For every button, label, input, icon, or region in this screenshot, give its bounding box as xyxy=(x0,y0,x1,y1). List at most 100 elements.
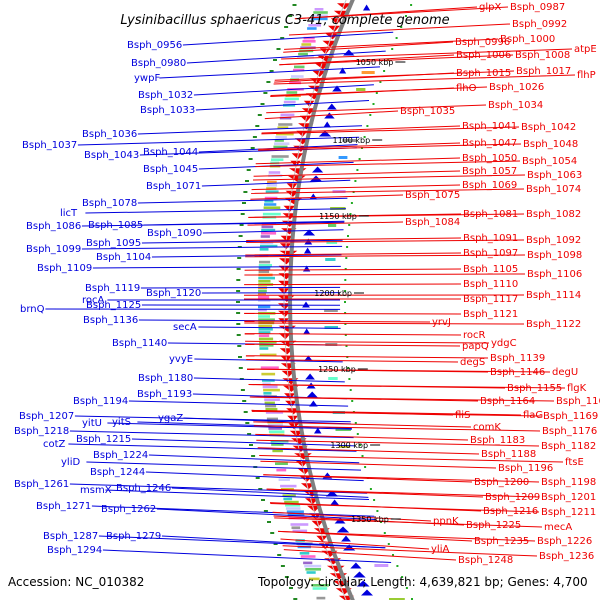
outer-tick xyxy=(280,37,285,39)
inner-tick xyxy=(383,70,386,72)
cog-category-bar xyxy=(258,296,270,299)
label-connector xyxy=(244,268,462,271)
cog-category-bar xyxy=(276,132,294,136)
cog-category-bar xyxy=(262,382,271,385)
plus-strand-feature xyxy=(323,121,331,128)
gene-label: rocA xyxy=(82,295,105,306)
cog-category-bar xyxy=(258,305,271,309)
gene-label: Bsph_1183 xyxy=(470,435,525,446)
label-connector xyxy=(193,84,374,96)
cog-category-bar xyxy=(285,507,301,510)
cog-category-bar xyxy=(261,232,277,235)
cog-category-bar xyxy=(308,24,321,27)
cog-category-bar xyxy=(264,401,275,405)
cog-category-bar xyxy=(285,504,301,507)
cog-category-bar xyxy=(260,235,270,238)
cog-category-bar xyxy=(303,36,315,40)
gene-label: Bsph_1008 xyxy=(515,50,570,61)
inner-tick xyxy=(344,268,347,270)
gene-label: Bsph_1048 xyxy=(523,139,578,150)
cog-category-bar xyxy=(278,123,293,126)
cog-category-bar xyxy=(298,52,308,56)
cog-category-bar xyxy=(271,443,284,446)
gene-label: flgK xyxy=(567,383,587,394)
outer-tick xyxy=(255,125,260,127)
gene-label: Bsph_1006 xyxy=(456,50,511,61)
outer-tick xyxy=(236,290,241,292)
gene-label: flhP xyxy=(577,70,596,81)
gene-label: Bsph_1218 xyxy=(14,426,69,437)
outer-tick xyxy=(237,257,242,259)
gene-label: papQ xyxy=(462,341,489,352)
cog-category-bar xyxy=(258,267,271,270)
gene-label: yitU xyxy=(82,418,102,429)
gene-label: Bsph_1294 xyxy=(47,545,102,556)
gene-label: Bsph_1224 xyxy=(93,450,148,461)
label-connector xyxy=(156,508,376,520)
label-connector xyxy=(249,396,555,402)
cog-category-bar xyxy=(313,11,328,14)
gene-label: Bsph_1098 xyxy=(527,250,582,261)
cog-category-bar xyxy=(277,126,289,129)
label-connector xyxy=(246,359,459,363)
gene-label: Bsph_1216 xyxy=(483,506,538,517)
cog-category-bar xyxy=(260,241,274,245)
cog-category-bar xyxy=(278,478,290,481)
outer-tick xyxy=(270,532,275,534)
label-connector xyxy=(251,409,522,416)
inner-tick xyxy=(347,367,350,369)
gene-label: Bsph_1105 xyxy=(463,264,518,275)
cog-category-bar xyxy=(264,203,277,206)
inner-tick xyxy=(345,257,348,259)
plus-strand-feature xyxy=(302,328,311,335)
kbp-tick-label: 1200 kbp xyxy=(314,289,352,298)
gene-label: ydgC xyxy=(491,338,517,349)
gene-label: yrvJ xyxy=(432,317,451,328)
outer-tick xyxy=(273,543,278,545)
gene-label: Bsph_1078 xyxy=(82,198,137,209)
plus-strand-feature xyxy=(302,301,310,308)
inner-feature-block xyxy=(342,139,357,142)
cog-category-bar xyxy=(292,529,308,533)
plus-strand-feature xyxy=(322,472,333,479)
gene-label: Bsph_0980 xyxy=(131,58,186,69)
label-connector xyxy=(294,6,509,20)
cog-category-bar xyxy=(312,14,328,17)
cog-category-bar xyxy=(299,552,310,555)
label-connector xyxy=(264,110,399,120)
gene-label: Bsph_1114 xyxy=(526,290,581,301)
outer-tick xyxy=(280,565,285,567)
gene-label: cotZ xyxy=(43,439,66,450)
cog-category-bar xyxy=(311,584,329,587)
gene-label: Bsph_1032 xyxy=(138,90,193,101)
inner-tick xyxy=(372,103,375,105)
label-connector xyxy=(247,221,404,226)
label-connector xyxy=(274,517,543,528)
label-connector xyxy=(69,430,354,439)
plus-strand-feature xyxy=(325,490,339,497)
label-connector xyxy=(143,220,345,226)
cog-category-bar xyxy=(290,523,309,526)
cog-category-bar xyxy=(259,260,271,264)
gene-label: Bsph_1095 xyxy=(86,238,141,249)
label-connector xyxy=(138,319,341,322)
cog-category-bar xyxy=(280,484,297,488)
outer-tick xyxy=(263,510,268,512)
plus-strand-feature xyxy=(306,391,318,398)
label-connector xyxy=(102,549,392,563)
inner-tick xyxy=(356,433,359,435)
outer-tick xyxy=(266,81,271,83)
label-connector xyxy=(283,549,457,561)
cog-category-bar xyxy=(276,468,287,472)
outer-tick xyxy=(273,59,277,61)
cog-category-bar xyxy=(264,200,274,203)
label-connector xyxy=(141,239,343,244)
cog-category-bar xyxy=(265,411,284,414)
inner-tick xyxy=(349,213,352,215)
label-connector xyxy=(98,535,386,549)
gene-label: Bsph_1071 xyxy=(146,181,201,192)
label-connector xyxy=(281,48,573,60)
cog-category-bar xyxy=(262,379,275,382)
label-connector xyxy=(278,530,536,542)
